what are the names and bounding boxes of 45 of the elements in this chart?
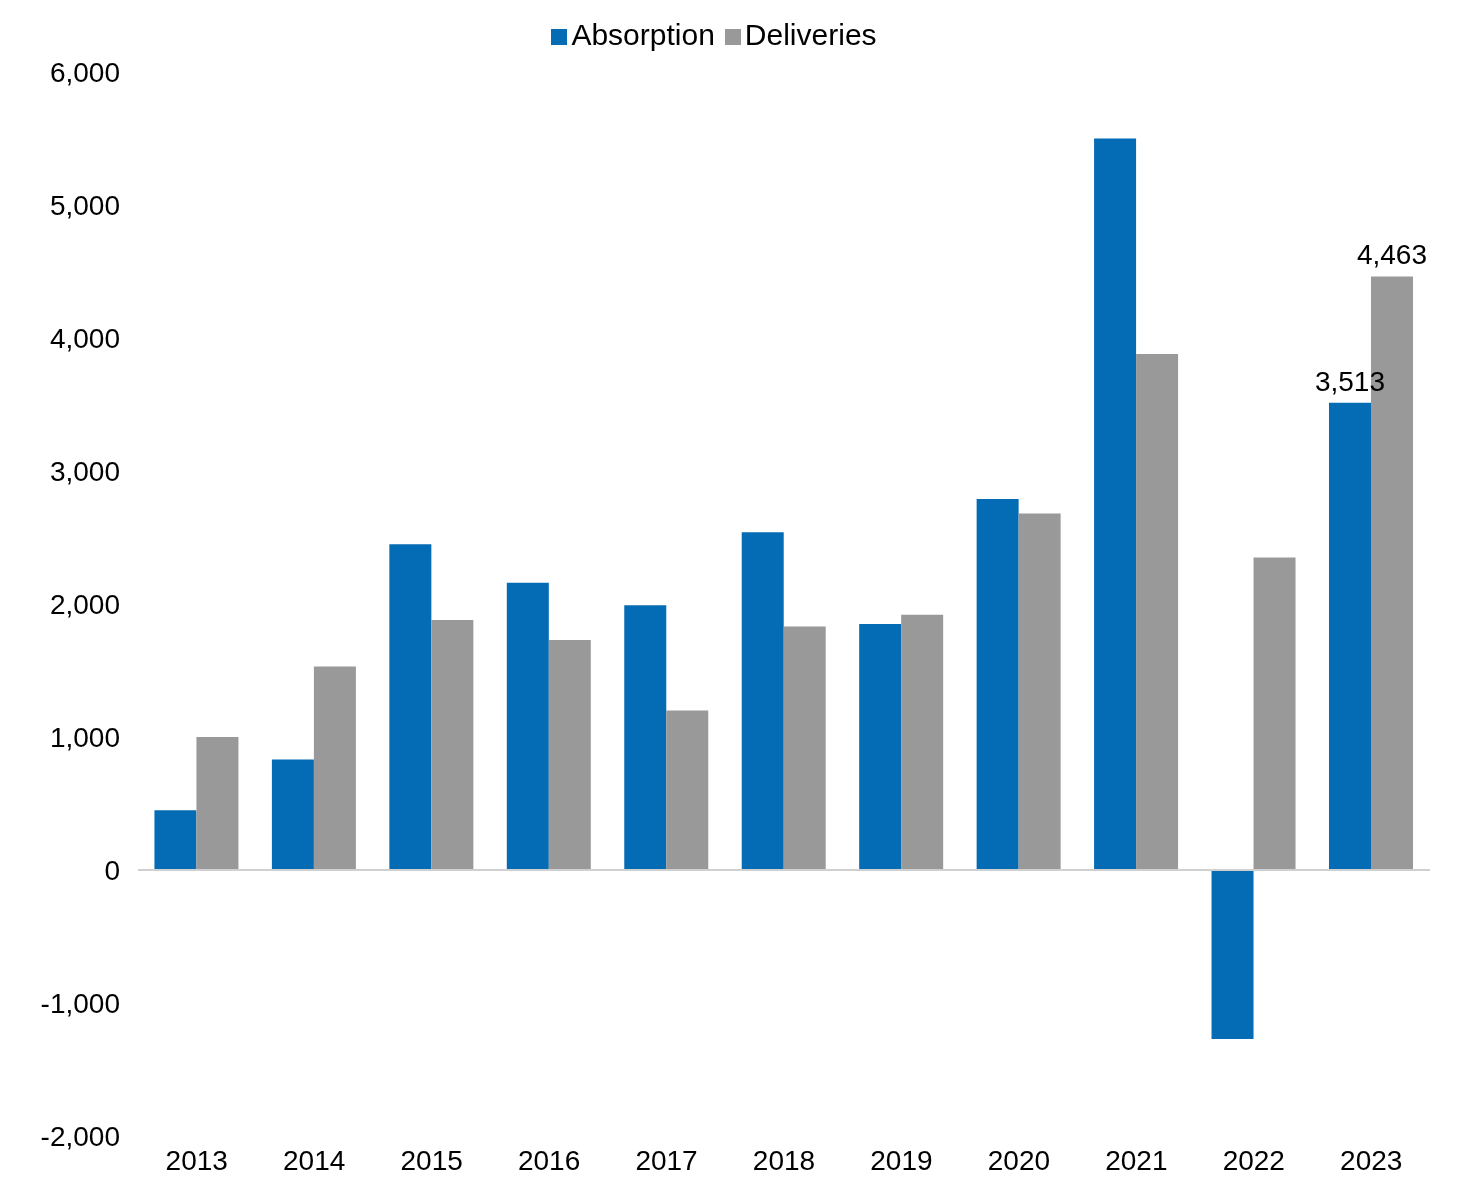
legend-label: Deliveries [744, 18, 877, 51]
legend-label: Absorption [571, 18, 715, 51]
x-tick-label: 2015 [400, 1144, 463, 1176]
bar [1136, 353, 1179, 870]
x-tick-label: 2017 [635, 1144, 698, 1176]
x-tick-label: 2022 [1222, 1144, 1285, 1176]
y-tick-label: -2,000 [40, 1120, 120, 1152]
bar [1328, 402, 1371, 870]
x-tick-label: 2014 [283, 1144, 346, 1176]
bar [196, 737, 239, 870]
bar [313, 666, 356, 870]
x-tick-label: 2020 [987, 1144, 1051, 1176]
x-tick-label: 2023 [1340, 1144, 1403, 1176]
bar [506, 582, 549, 870]
bar [783, 626, 826, 870]
y-tick-label: 0 [104, 854, 120, 886]
bar [859, 623, 902, 870]
x-tick-label: 2018 [752, 1144, 816, 1176]
y-tick-label: -1,000 [40, 987, 120, 1019]
bar [431, 619, 474, 870]
y-tick-label: 6,000 [49, 56, 120, 88]
bar [1018, 513, 1061, 870]
bar [666, 710, 709, 870]
bar [548, 639, 591, 870]
x-tick-label: 2021 [1105, 1144, 1168, 1176]
data-label: 4,463 [1356, 239, 1428, 271]
bar [154, 810, 197, 870]
bar [1094, 138, 1137, 870]
bar [976, 498, 1019, 870]
bar [624, 605, 667, 870]
x-tick-label: 2013 [165, 1144, 228, 1176]
x-tick-label: 2019 [870, 1144, 933, 1176]
y-tick-label: 3,000 [49, 455, 120, 487]
bar [901, 614, 944, 870]
bar [741, 532, 784, 870]
bar [271, 759, 314, 870]
y-tick-label: 4,000 [49, 322, 120, 354]
data-label: 3,513 [1314, 365, 1386, 397]
y-tick-label: 1,000 [49, 721, 120, 753]
y-tick-label: 5,000 [49, 189, 120, 221]
bar [389, 544, 432, 870]
bar [1211, 870, 1254, 1039]
x-tick-label: 2016 [517, 1144, 581, 1176]
y-tick-label: 2,000 [49, 588, 120, 620]
bar [1253, 557, 1296, 870]
